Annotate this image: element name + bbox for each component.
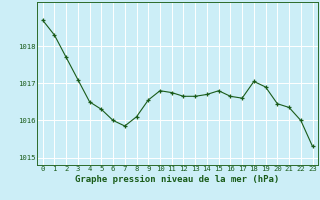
X-axis label: Graphe pression niveau de la mer (hPa): Graphe pression niveau de la mer (hPa) [76,175,280,184]
